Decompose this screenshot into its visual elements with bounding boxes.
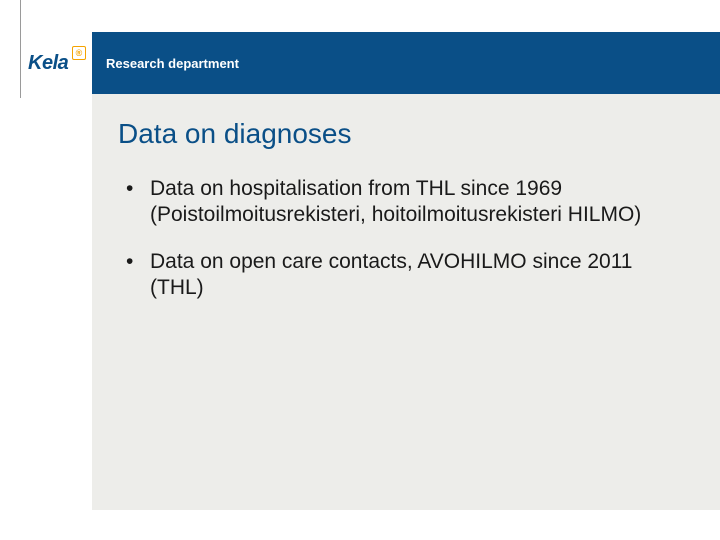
header-bar: Research department (92, 32, 720, 94)
slide-container: Kela ® Research department Data on diagn… (0, 0, 720, 540)
bullet-list: Data on hospitalisation from THL since 1… (118, 176, 680, 300)
list-item: Data on open care contacts, AVOHILMO sin… (124, 249, 680, 300)
list-item: Data on hospitalisation from THL since 1… (124, 176, 680, 227)
kela-logo: Kela ® (28, 46, 86, 78)
header-label: Research department (106, 56, 239, 71)
left-rule (20, 0, 21, 98)
registered-badge-icon: ® (72, 46, 86, 60)
content-panel: Data on diagnoses Data on hospitalisatio… (92, 94, 720, 510)
logo-text: Kela (28, 52, 68, 75)
slide-title: Data on diagnoses (118, 118, 680, 150)
